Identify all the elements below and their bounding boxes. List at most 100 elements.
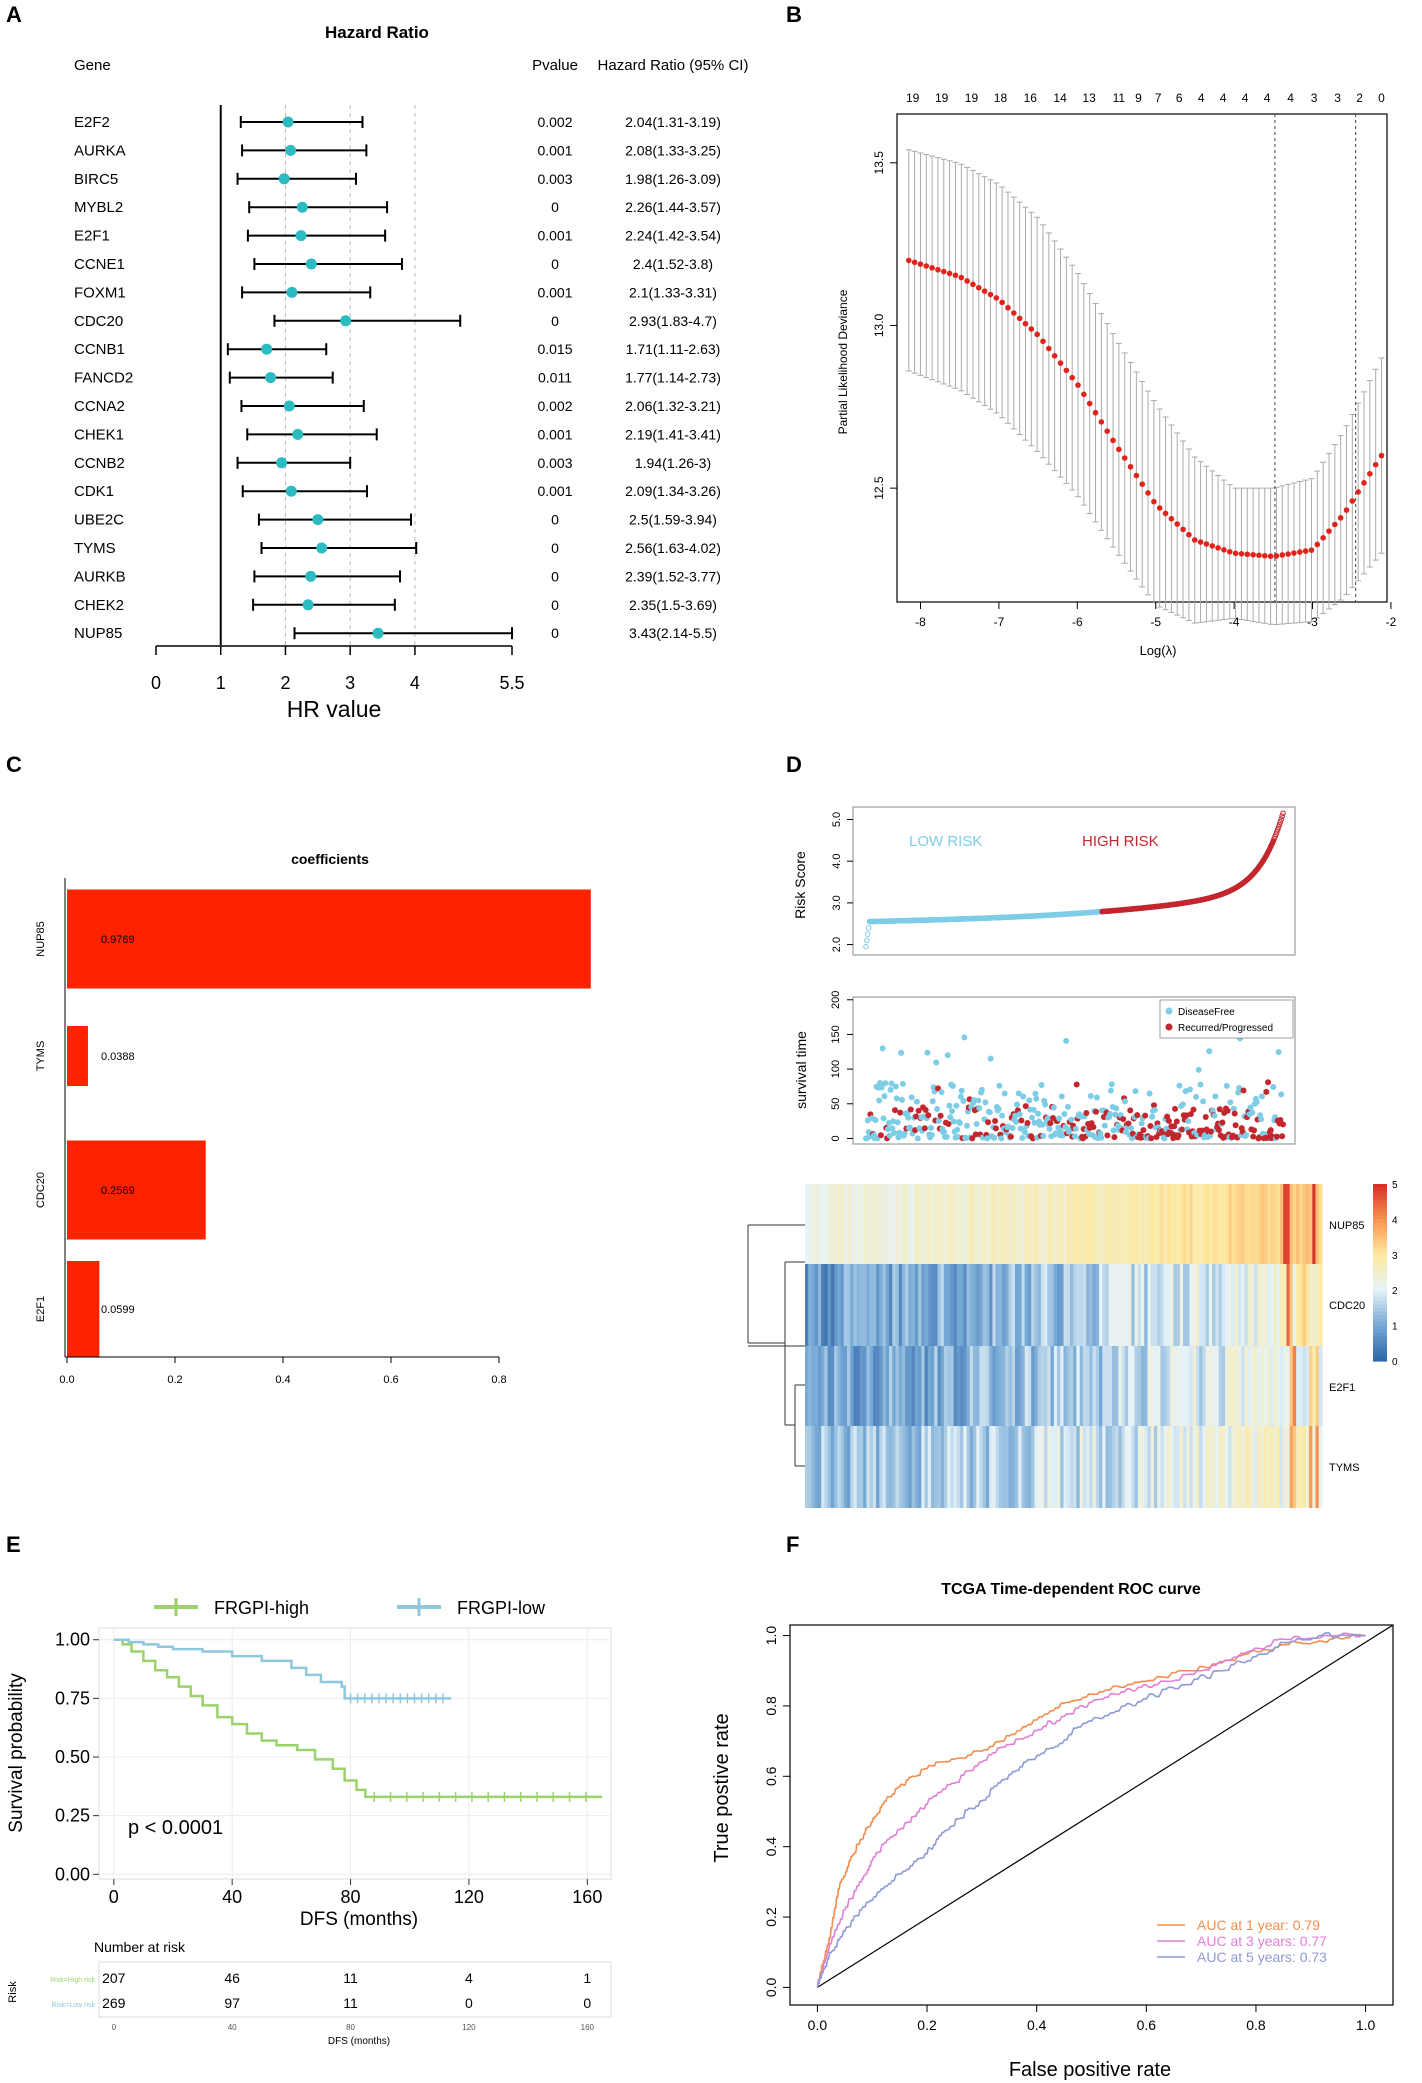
heatmap-cell — [1021, 1426, 1026, 1508]
survival-point — [1033, 1095, 1040, 1102]
lasso-y-tick-label: 12.5 — [872, 476, 886, 500]
survival-point — [1195, 1066, 1202, 1073]
lasso-top-label: 16 — [1024, 91, 1038, 105]
heatmap-cell — [1228, 1346, 1233, 1428]
forest-hr-point — [261, 343, 273, 355]
roc-x-tick-label: 0.2 — [917, 2017, 937, 2033]
lasso-point — [1343, 507, 1350, 513]
forest-hr-label: 2.56(1.63-4.02) — [625, 540, 721, 556]
risk-table-cell: 207 — [102, 1970, 126, 1986]
colorscale-label: 5 — [1392, 1180, 1398, 1191]
survival-point — [1212, 1093, 1219, 1100]
heatmap-cell — [976, 1264, 980, 1346]
survival-point — [1073, 1081, 1080, 1088]
heatmap-cell — [1002, 1264, 1006, 1346]
km-ylabel: Survival probability — [6, 1673, 27, 1833]
heatmap-cell — [1202, 1346, 1207, 1428]
heatmap-cell — [992, 1184, 997, 1266]
heatmap-cell — [876, 1346, 880, 1428]
lasso-point — [1279, 552, 1286, 558]
forest-hr-point — [265, 372, 277, 384]
heatmap-cell — [824, 1264, 829, 1346]
heatmap-cell — [914, 1346, 919, 1428]
heatmap-cell — [1179, 1426, 1184, 1508]
heatmap-cell — [1073, 1184, 1077, 1266]
survival-point — [1038, 1081, 1045, 1088]
heatmap-cell — [1069, 1264, 1074, 1346]
heatmap-cell — [1302, 1426, 1307, 1508]
heatmap-cell — [1011, 1264, 1016, 1346]
survival-point — [1171, 1123, 1178, 1130]
forest-pvalue: 0 — [551, 313, 559, 329]
heatmap-cell — [1237, 1184, 1242, 1266]
heatmap-cell — [901, 1346, 906, 1428]
forest-pvalue: 0.003 — [537, 171, 572, 187]
heatmap-cell — [1286, 1264, 1291, 1346]
survival-point — [999, 1112, 1006, 1119]
lasso-top-label: 4 — [1198, 91, 1205, 105]
forest-gene-label: CCNE1 — [74, 256, 125, 273]
risk-table-cell: 0 — [583, 1995, 591, 2011]
heatmap-cell — [834, 1264, 838, 1346]
lasso-point — [1116, 446, 1122, 453]
heatmap-cell — [1005, 1264, 1010, 1346]
heatmap-cell — [937, 1346, 942, 1428]
km-x-tick-label: 0 — [109, 1887, 119, 1907]
heatmap-cell — [1244, 1264, 1249, 1346]
forest-gene-label: CCNA2 — [74, 398, 125, 415]
km-x-tick-label: 40 — [222, 1887, 242, 1907]
forest-col-hr: Hazard Ratio (95% CI) — [598, 57, 749, 74]
survival-point — [1018, 1117, 1025, 1124]
heatmap-cell — [1273, 1184, 1278, 1266]
heatmap-cell — [1283, 1426, 1287, 1508]
heatmap-cell — [1263, 1346, 1268, 1428]
survival-point — [1001, 1090, 1008, 1097]
lasso-point — [1308, 547, 1315, 553]
heatmap-cell — [1005, 1426, 1010, 1508]
heatmap-row-label: CDC20 — [1329, 1300, 1365, 1312]
heatmap-cell — [940, 1184, 945, 1266]
heatmap-cell — [1212, 1184, 1216, 1266]
heatmap-cell — [1021, 1346, 1026, 1428]
lasso-point — [1367, 470, 1373, 477]
lasso-x-tick-label: -6 — [1072, 615, 1083, 629]
heatmap-cell — [840, 1426, 845, 1508]
heatmap-cell — [1137, 1184, 1142, 1266]
heatmap-cell — [1208, 1426, 1213, 1508]
colorscale-cell — [1373, 1208, 1387, 1213]
forest-hr-point — [292, 428, 304, 440]
risk-score-y-tick-label: 5.0 — [831, 812, 843, 827]
heatmap-cell — [921, 1426, 926, 1508]
heatmap-cell — [843, 1184, 848, 1266]
heatmap-cell — [924, 1264, 929, 1346]
heatmap-cell — [1095, 1184, 1100, 1266]
forest-gene-label: CDK1 — [74, 483, 114, 500]
heatmap-cell — [1225, 1184, 1229, 1266]
heatmap-cell — [1069, 1346, 1074, 1428]
heatmap-cell — [989, 1346, 993, 1428]
colorscale-cell — [1373, 1222, 1387, 1228]
forest-x-tick-label: 2 — [280, 673, 290, 693]
heatmap-cell — [1002, 1184, 1006, 1266]
heatmap-cell — [1157, 1264, 1161, 1346]
heatmap-cell — [1099, 1184, 1103, 1266]
lasso-top-label: 13 — [1082, 91, 1096, 105]
heatmap-cell — [1060, 1264, 1064, 1346]
heatmap-cell — [879, 1346, 884, 1428]
heatmap-cell — [1027, 1426, 1032, 1508]
heatmap-cell — [1195, 1346, 1200, 1428]
heatmap-cell — [1247, 1184, 1252, 1266]
heatmap-cell — [1092, 1184, 1097, 1266]
coef-x-tick-label: 0.8 — [491, 1374, 506, 1386]
heatmap-cell — [1047, 1184, 1052, 1266]
risk-score-point — [864, 931, 871, 937]
survival-point — [898, 1096, 905, 1103]
heatmap-cell — [850, 1264, 854, 1346]
heatmap-cell — [1024, 1346, 1029, 1428]
survival-point — [1219, 1119, 1226, 1126]
heatmap-cell — [1002, 1346, 1006, 1428]
heatmap-cell — [1183, 1346, 1187, 1428]
heatmap-cell — [840, 1184, 845, 1266]
colorscale-cell — [1373, 1251, 1387, 1256]
heatmap-cell — [1141, 1184, 1145, 1266]
